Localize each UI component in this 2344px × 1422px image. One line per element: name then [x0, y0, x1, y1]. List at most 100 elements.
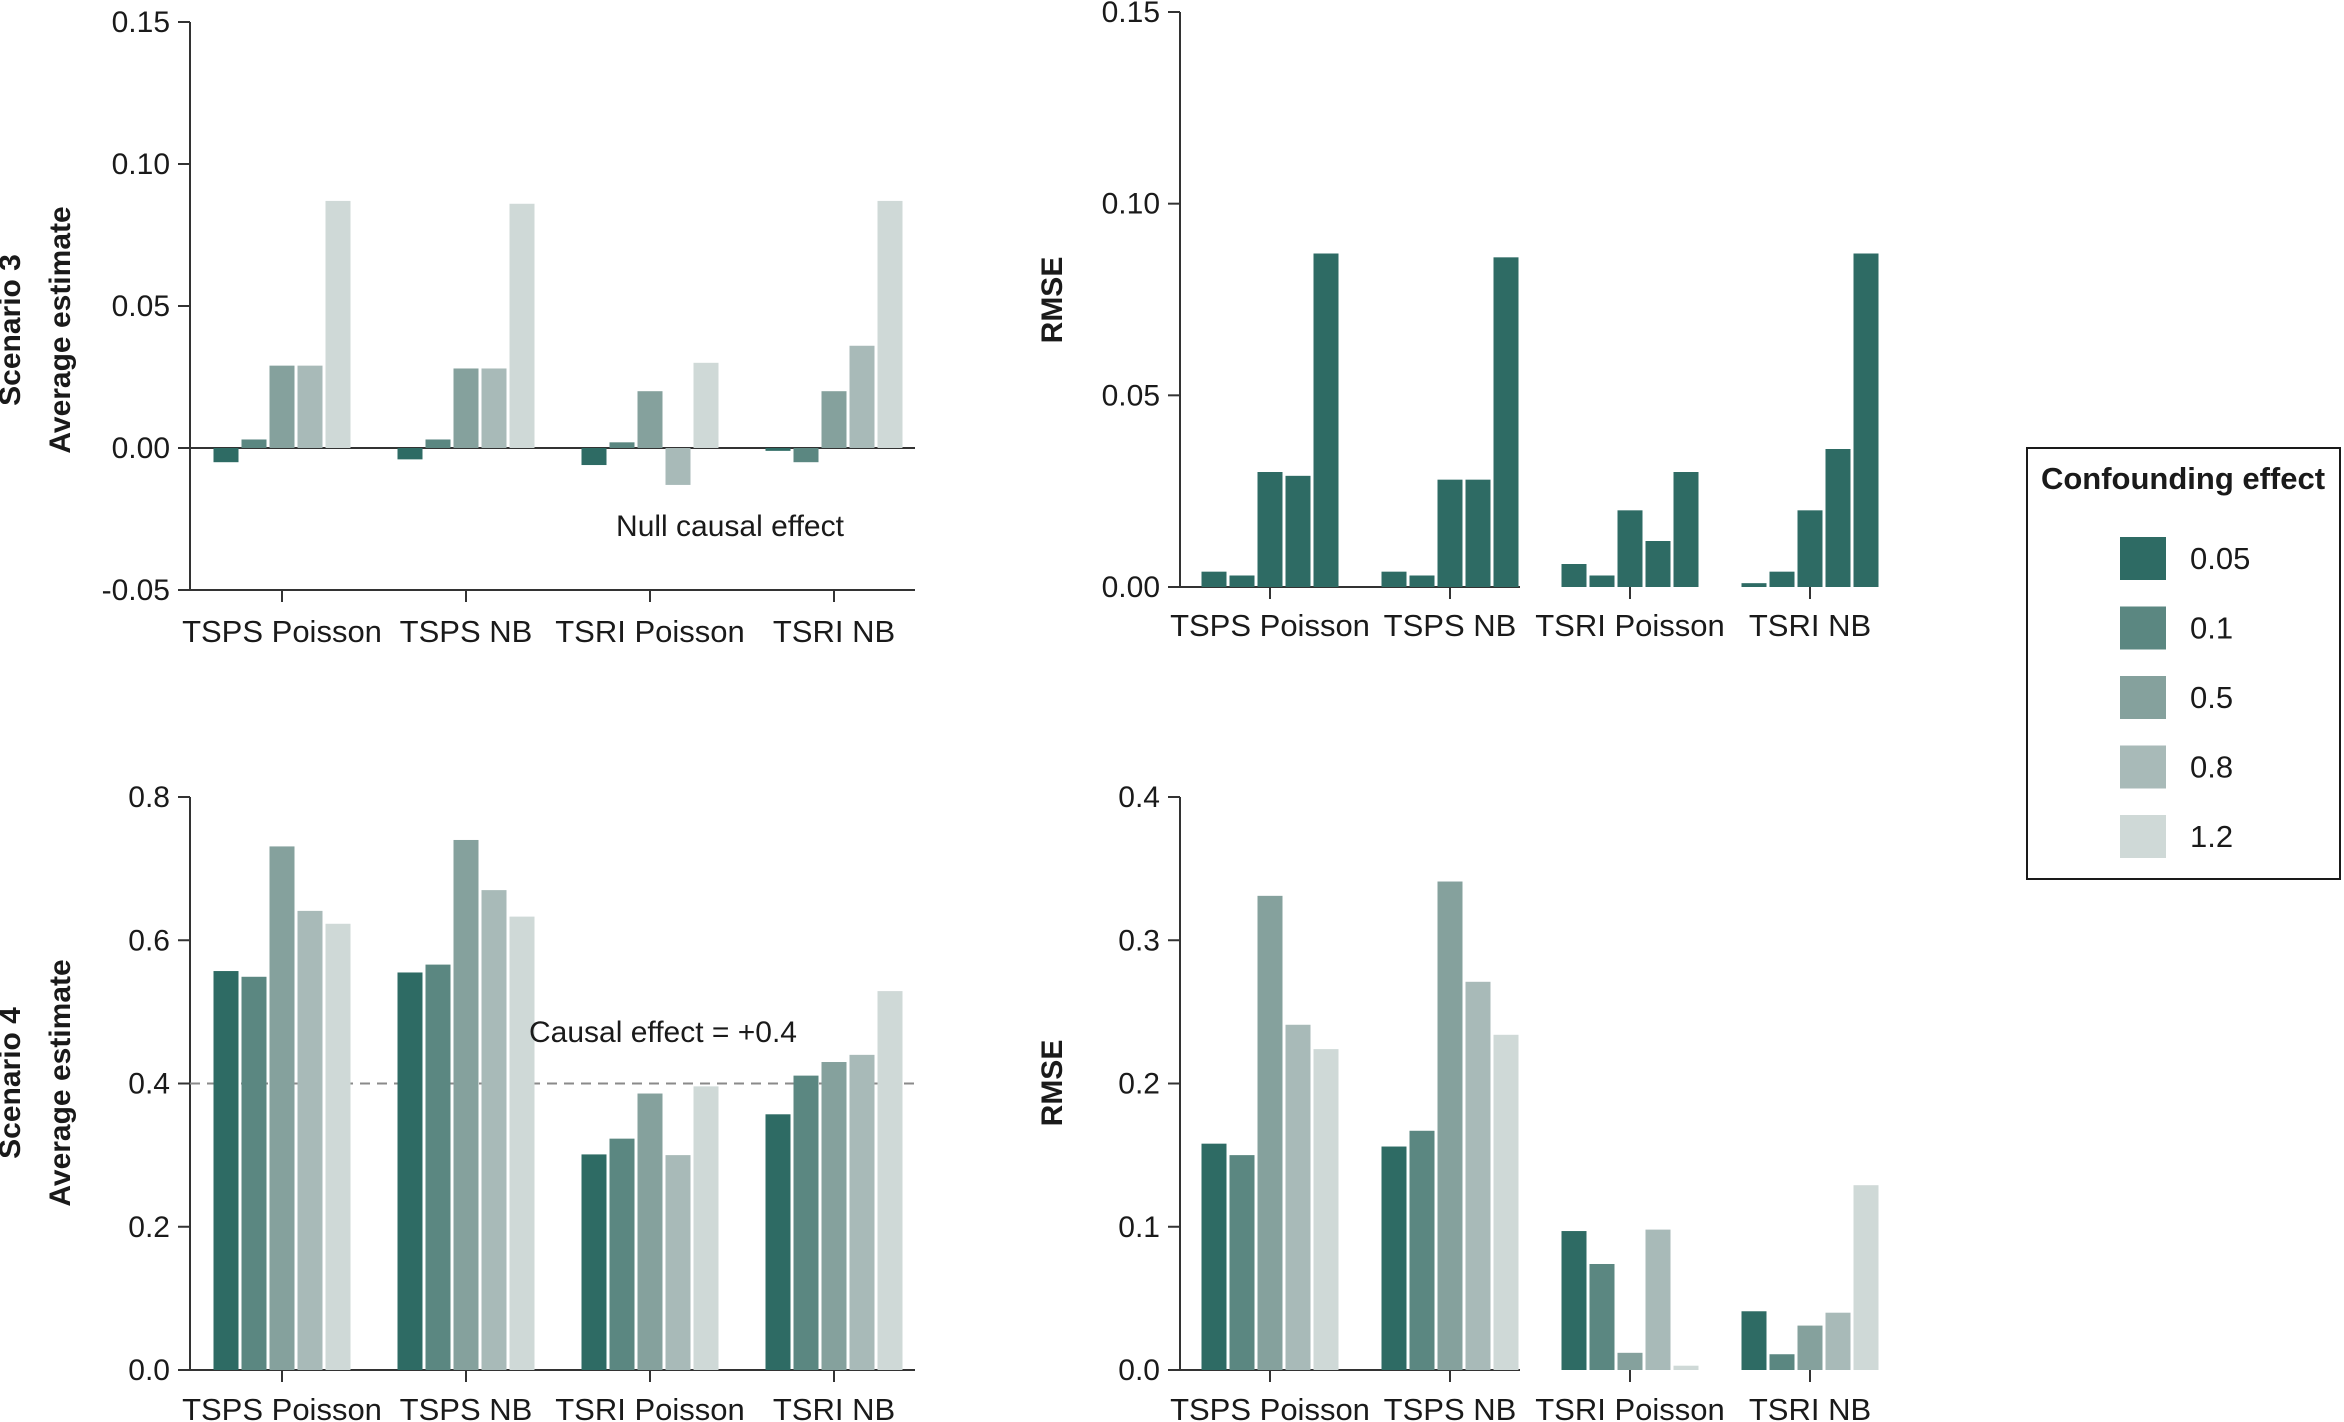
- legend-swatch: [2120, 676, 2166, 719]
- bar-s4-avg-1-4: [509, 916, 535, 1370]
- x-category-label: TSPS Poisson: [182, 1392, 382, 1422]
- x-category-label: TSPS Poisson: [1170, 608, 1370, 643]
- bar-s4-rmse-2-3: [1645, 1229, 1671, 1370]
- y-tick-label: 0.15: [112, 6, 170, 39]
- bar-s4-avg-0-1: [241, 976, 267, 1370]
- bar-s3-avg-3-2: [821, 391, 847, 448]
- bar-s4-avg-3-3: [849, 1054, 875, 1370]
- bar-s4-avg-1-2: [453, 839, 479, 1370]
- legend-label: 0.1: [2190, 611, 2233, 646]
- y-tick-label: 0.05: [112, 290, 170, 323]
- bar-s4-rmse-1-4: [1493, 1034, 1519, 1370]
- bar-s3-rmse-2-1: [1589, 575, 1615, 587]
- y-tick-label: 0.2: [128, 1211, 170, 1244]
- bar-s3-avg-2-2: [637, 391, 663, 448]
- bar-s3-rmse-2-3: [1645, 541, 1671, 587]
- bar-s3-avg-2-4: [693, 362, 719, 448]
- y-axis-title: Average estimate: [44, 206, 77, 453]
- legend-swatch: [2120, 745, 2166, 789]
- bar-s3-avg-1-1: [425, 439, 451, 448]
- bar-s3-avg-0-2: [269, 365, 295, 448]
- bar-s4-avg-0-0: [213, 971, 239, 1370]
- bar-s3-rmse-0-2: [1257, 472, 1283, 587]
- bar-s3-avg-1-3: [481, 368, 507, 448]
- bar-s4-rmse-2-4: [1673, 1365, 1699, 1370]
- bar-s4-avg-1-0: [397, 972, 423, 1370]
- legend-title: Confounding effect: [2041, 461, 2325, 496]
- bar-s3-rmse-1-0: [1381, 571, 1407, 587]
- bar-s3-avg-2-0: [581, 448, 607, 466]
- bar-s3-avg-0-1: [241, 439, 267, 448]
- bar-s3-avg-2-3: [665, 448, 691, 485]
- bar-s3-avg-3-3: [849, 345, 875, 448]
- bar-s3-rmse-0-3: [1285, 475, 1311, 587]
- legend-frame: [2026, 447, 2341, 880]
- x-category-label: TSRI Poisson: [1535, 608, 1725, 643]
- bar-s3-rmse-0-1: [1229, 575, 1255, 587]
- bar-s3-rmse-0-4: [1313, 253, 1339, 587]
- bar-s4-avg-3-1: [793, 1075, 819, 1370]
- y-tick-label: 0.6: [128, 924, 170, 957]
- y-tick-label: 0.4: [1118, 781, 1160, 814]
- bar-s3-rmse-3-1: [1769, 571, 1795, 587]
- bar-s3-avg-0-0: [213, 448, 239, 463]
- bar-s3-avg-1-2: [453, 368, 479, 448]
- chart-s3-avg: -0.05 0.00 0.05 0.10 0.15 Average estimate TSP…: [44, 6, 915, 649]
- chart-s4-avg: 0.0 0.2 0.4 0.6 0.8 Average estimate TSPS Pois…: [44, 781, 915, 1422]
- charts-layer: -0.05 0.00 0.05 0.10 0.15 Average estimate TSP…: [44, 0, 1879, 1422]
- chart-s3-rmse: 0.00 0.05 0.10 0.15 RMSE TSPS Poisson TSPS NB T…: [1036, 0, 1879, 643]
- y-axis-title: Average estimate: [44, 959, 77, 1206]
- bar-s4-rmse-2-2: [1617, 1352, 1643, 1370]
- bar-s4-rmse-3-2: [1797, 1325, 1823, 1370]
- bar-s3-avg-3-1: [793, 448, 819, 463]
- bar-s3-rmse-3-0: [1741, 583, 1767, 587]
- bar-s4-rmse-1-3: [1465, 981, 1491, 1370]
- legend-swatch: [2120, 606, 2166, 650]
- bar-s3-avg-2-1: [609, 442, 635, 448]
- bar-s4-avg-3-4: [877, 991, 903, 1370]
- bar-s4-rmse-1-2: [1437, 881, 1463, 1370]
- bar-s3-avg-0-3: [297, 365, 323, 448]
- bar-s4-rmse-3-3: [1825, 1312, 1851, 1370]
- chart-annotation: Causal effect = +0.4: [529, 1016, 797, 1049]
- x-category-label: TSRI NB: [773, 1392, 895, 1422]
- bar-s4-avg-1-1: [425, 964, 451, 1370]
- x-category-label: TSRI NB: [1749, 1392, 1871, 1422]
- bar-s3-rmse-2-4: [1673, 472, 1699, 587]
- bar-s4-avg-2-0: [581, 1154, 607, 1370]
- y-tick-label: 0.10: [112, 148, 170, 181]
- bar-s4-avg-0-4: [325, 923, 351, 1370]
- x-category-label: TSRI Poisson: [1535, 1392, 1725, 1422]
- bar-s3-rmse-1-3: [1465, 479, 1491, 587]
- bar-s3-rmse-1-1: [1409, 575, 1435, 587]
- x-category-label: TSRI NB: [1749, 608, 1871, 643]
- bar-s3-avg-1-0: [397, 448, 423, 460]
- y-tick-label: 0.1: [1118, 1211, 1160, 1244]
- bar-s3-rmse-3-3: [1825, 449, 1851, 587]
- bar-s4-rmse-0-4: [1313, 1049, 1339, 1370]
- x-category-label: TSRI Poisson: [555, 614, 745, 649]
- bar-s4-avg-3-2: [821, 1062, 847, 1370]
- x-category-label: TSPS NB: [400, 1392, 533, 1422]
- bar-s4-avg-3-0: [765, 1114, 791, 1370]
- y-tick-label: 0.3: [1118, 924, 1160, 957]
- bar-s3-avg-0-4: [325, 200, 351, 448]
- y-tick-label: 0.00: [1102, 571, 1160, 604]
- y-axis-title: RMSE: [1036, 1040, 1069, 1127]
- x-category-label: TSPS NB: [400, 614, 533, 649]
- legend-label: 0.05: [2190, 541, 2250, 576]
- bar-s3-avg-3-4: [877, 200, 903, 448]
- bar-s4-rmse-1-0: [1381, 1146, 1407, 1370]
- bar-s4-avg-0-3: [297, 910, 323, 1370]
- y-tick-label: 0.2: [1118, 1068, 1160, 1101]
- x-category-label: TSPS NB: [1384, 608, 1517, 643]
- y-axis-title: RMSE: [1036, 257, 1069, 344]
- x-category-label: TSPS Poisson: [182, 614, 382, 649]
- row-title-scenario-4: Scenario 4: [0, 1007, 27, 1159]
- chart-s4-rmse: 0.0 0.1 0.2 0.3 0.4 RMSE TSPS Poisson TSPS NB TS…: [1036, 781, 1879, 1422]
- bar-s4-avg-1-3: [481, 890, 507, 1370]
- y-tick-label: 0.4: [128, 1068, 170, 1101]
- legend: Confounding effect 0.05 0.1 0.5 0.8 1.2: [2026, 447, 2341, 880]
- bar-s4-rmse-3-4: [1853, 1185, 1879, 1370]
- y-tick-label: 0.00: [112, 432, 170, 465]
